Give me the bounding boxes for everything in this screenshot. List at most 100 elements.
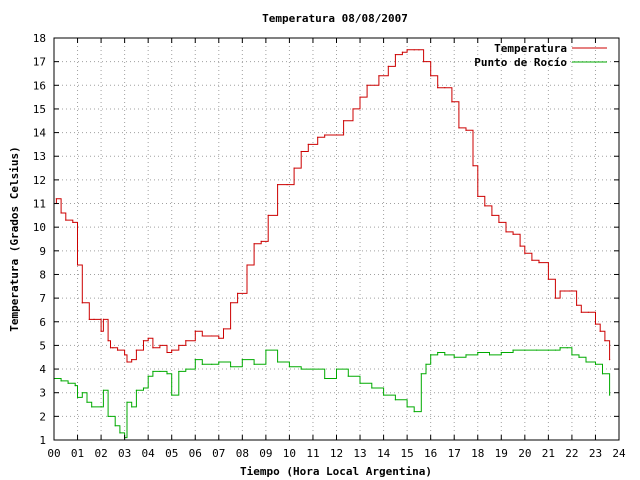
data-point [277,184,279,186]
data-point [413,411,415,413]
data-point [594,363,597,365]
data-point [580,311,582,313]
data-point [76,396,79,399]
x-tick-label: 11 [306,447,319,460]
data-point [317,136,319,138]
x-tick-label: 21 [542,447,555,460]
data-point [599,330,601,332]
data-point [352,108,354,110]
x-tick-label: 24 [612,447,626,460]
data-point [394,399,396,401]
data-point [547,278,549,280]
x-tick-label: 22 [565,447,578,460]
data-point [571,354,573,356]
data-point [512,233,514,235]
data-point [112,347,114,349]
data-point [178,370,180,373]
x-tick-label: 20 [518,447,531,460]
x-tick-label: 18 [471,447,484,460]
data-point [512,349,514,351]
data-point [524,252,526,254]
data-point [124,354,126,356]
data-point [451,101,453,103]
data-point [430,354,432,356]
data-point [72,221,74,224]
data-point [458,127,460,129]
data-point [178,344,180,347]
data-point [465,354,467,356]
data-point [342,120,345,122]
y-tick-label: 6 [39,316,46,329]
data-point [536,349,538,351]
data-point [576,304,578,306]
data-point [578,356,580,358]
data-point [366,84,368,86]
y-tick-label: 9 [39,245,46,258]
data-point [500,351,502,354]
data-point [142,387,145,389]
data-point [60,212,62,214]
y-tick-label: 2 [39,410,46,423]
y-tick-label: 5 [39,339,46,352]
data-point [102,318,105,320]
data-point [81,302,83,304]
x-tick-label: 05 [165,447,178,460]
data-point [114,425,116,427]
data-point [406,49,408,51]
x-tick-label: 12 [330,447,343,460]
data-point [211,335,213,337]
data-point [107,340,109,342]
data-point [119,432,121,434]
data-point [559,290,561,292]
data-point [307,143,309,146]
data-point [237,292,239,294]
data-point [566,347,568,349]
data-point [378,75,380,77]
x-tick-label: 03 [118,447,131,460]
data-point [260,240,262,242]
data-point [116,349,119,351]
data-point [147,337,149,339]
data-point [519,245,521,247]
data-point [488,354,491,356]
data-point [152,370,154,373]
y-tick-label: 4 [39,363,46,376]
data-point [587,311,589,313]
data-point [608,394,611,396]
data-point [100,406,102,408]
data-point [107,415,109,417]
data-point [312,368,314,370]
data-point [564,290,566,292]
data-point [491,214,493,216]
data-point [359,382,361,384]
y-tick-label: 1 [39,434,46,447]
x-tick-label: 10 [283,447,296,460]
x-tick-label: 09 [259,447,272,460]
data-point [65,219,67,221]
data-point [166,373,168,375]
y-tick-label: 8 [39,268,46,281]
data-point [159,370,161,373]
data-point [498,221,500,224]
data-point [335,134,338,136]
data-point [300,150,302,153]
y-tick-label: 18 [33,32,46,45]
data-point [241,359,243,361]
x-tick-label: 17 [448,447,461,460]
data-point [229,366,232,368]
data-point [277,361,279,363]
data-point [286,184,288,186]
data-point [387,65,389,67]
data-point [93,318,95,320]
data-point [608,359,611,361]
data-point [126,401,128,403]
data-point [211,363,213,365]
data-point [585,361,587,363]
data-point [437,351,439,354]
data-point [559,347,561,349]
x-tick-label: 02 [94,447,107,460]
data-point [100,330,102,332]
chart-title: Temperatura 08/08/2007 [262,12,408,25]
data-point [394,53,396,56]
